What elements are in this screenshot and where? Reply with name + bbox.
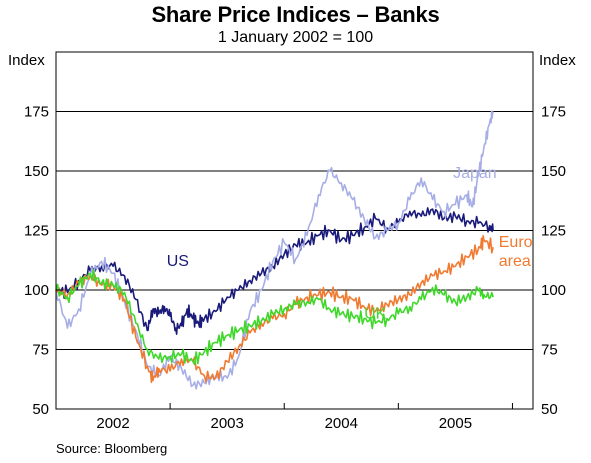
y-tick-label-right-50: 50 — [541, 401, 558, 418]
axis-ticks: 50 50 75 75 100 100 125 125 150 150 175 175 2002 2003… — [24, 104, 566, 433]
y-tick-label-right-175: 175 — [541, 104, 566, 121]
y-tick-label-right-75: 75 — [541, 342, 558, 359]
series-line-euro-area — [55, 235, 494, 384]
y-tick-label-left-150: 150 — [24, 163, 49, 180]
series-line-uk — [55, 269, 494, 366]
y-tick-label-left-175: 175 — [24, 104, 49, 121]
y-tick-label-left-100: 100 — [24, 282, 49, 299]
y-tick-label-left-125: 125 — [24, 223, 49, 240]
series-label-us: US — [167, 253, 189, 270]
series-label-uk: UK — [364, 306, 387, 323]
y-tick-label-right-125: 125 — [541, 223, 566, 240]
y-tick-label-left-50: 50 — [32, 401, 49, 418]
y-axis-label-left: Index — [8, 52, 45, 69]
series-line-japan — [55, 110, 494, 390]
gridlines — [56, 111, 533, 350]
source-note: Source: Bloomberg — [56, 441, 168, 456]
series-label-euro-area: Euro area — [499, 234, 533, 270]
y-tick-label-right-100: 100 — [541, 282, 566, 299]
chart-subtitle: 1 January 2002 = 100 — [217, 29, 374, 46]
y-tick-label-right-150: 150 — [541, 163, 566, 180]
y-tick-label-left-75: 75 — [32, 342, 49, 359]
y-axis-label-right: Index — [539, 52, 576, 69]
series-line-us — [56, 207, 494, 335]
x-tick-label-2003: 2003 — [210, 415, 243, 432]
x-tick-label-2002: 2002 — [96, 415, 129, 432]
chart-title: Share Price Indices – Banks — [151, 2, 440, 27]
x-tick-label-2005: 2005 — [439, 415, 472, 432]
series-label-japan: Japan — [453, 165, 497, 182]
x-tick-label-2004: 2004 — [325, 415, 358, 432]
series-lines — [55, 110, 494, 390]
series-labels: US Japan Euro area UK — [167, 165, 533, 322]
